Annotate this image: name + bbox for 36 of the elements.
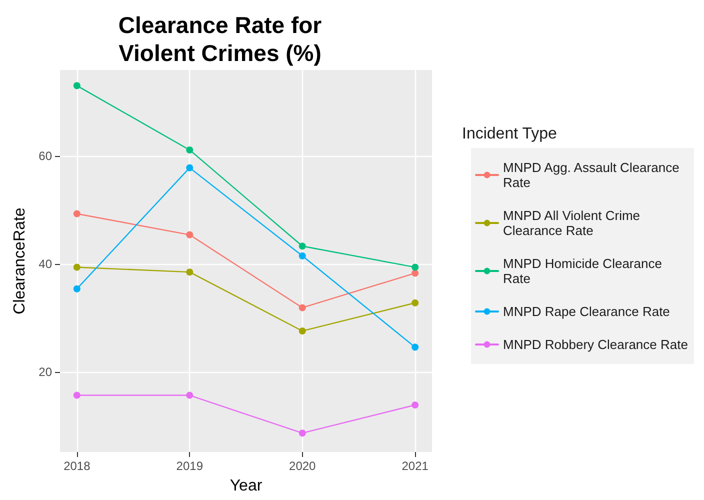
point xyxy=(73,264,80,271)
x-tick-label: 2020 xyxy=(289,459,316,473)
legend-label: MNPD Agg. Assault Clearance Rate xyxy=(503,160,683,190)
point xyxy=(298,327,306,334)
y-axis-title: ClearanceRate xyxy=(11,208,28,314)
point xyxy=(186,146,194,154)
point xyxy=(412,299,419,306)
legend-label: MNPD Rape Clearance Rate xyxy=(503,304,670,319)
point xyxy=(73,392,80,399)
point xyxy=(298,304,306,312)
point xyxy=(73,82,80,90)
point xyxy=(73,210,80,218)
point xyxy=(73,285,80,292)
x-tick-label: 2018 xyxy=(64,459,91,473)
legend-title: Incident Type xyxy=(462,126,557,142)
x-axis-title: Year xyxy=(230,478,263,494)
legend-label: MNPD All Violent Crime Clearance Rate xyxy=(503,208,644,238)
point xyxy=(186,231,194,238)
point xyxy=(412,270,419,277)
point xyxy=(412,401,419,408)
legend-label: MNPD Robbery Clearance Rate xyxy=(503,337,688,352)
point xyxy=(186,164,194,172)
x-tick-label: 2021 xyxy=(402,459,429,473)
point xyxy=(412,344,419,351)
y-tick-label: 20 xyxy=(38,365,52,380)
chart-title: Clearance Rate for Violent Crimes (%) xyxy=(118,12,322,66)
point xyxy=(298,430,306,437)
y-tick-label: 40 xyxy=(38,256,52,271)
point xyxy=(298,242,306,250)
x-tick-label: 2019 xyxy=(176,459,204,473)
point xyxy=(186,268,194,276)
point xyxy=(298,252,306,260)
y-tick-label: 60 xyxy=(38,148,52,163)
legend-label: MNPD Homicide Clearance Rate xyxy=(503,256,666,286)
point xyxy=(186,392,194,399)
point xyxy=(412,264,419,271)
